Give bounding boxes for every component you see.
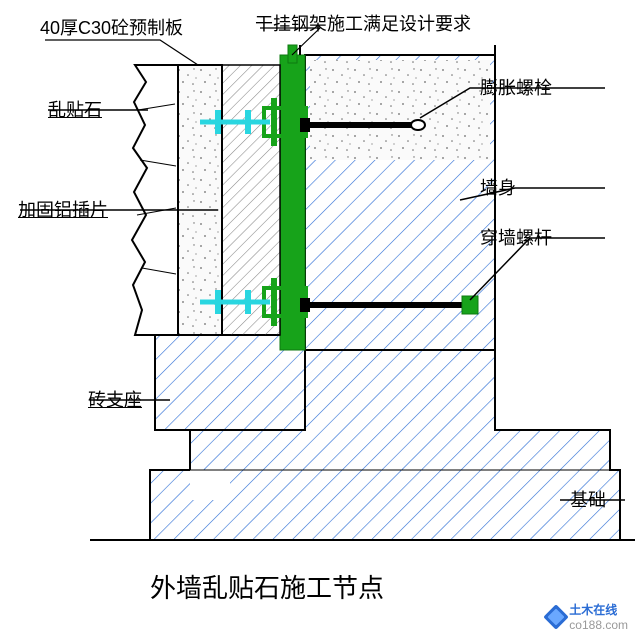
rubble-stone [132,65,178,335]
watermark-en: co188.com [569,618,628,632]
watermark-cn: 土木在线 [569,601,628,618]
label-through-bolt: 穿墙螺杆 [480,224,552,250]
label-foundation: 基础 [570,486,606,512]
label-brick-seat: 砖支座 [88,386,142,412]
watermark-logo-icon [544,604,569,629]
label-expansion-bolt: 膨胀螺栓 [480,74,552,100]
label-alu-insert: 加固铝插片 [18,196,108,222]
diagram-title: 外墙乱贴石施工节点 [150,568,384,605]
break-mark [300,45,495,55]
label-precast-panel: 40厚C30砼预制板 [40,14,183,40]
label-wall-body: 墙身 [480,174,516,200]
label-steel-frame-note: 干挂钢架施工满足设计要求 [255,10,471,36]
label-rubble-stone: 乱贴石 [48,96,102,122]
watermark: 土木在线 co188.com [547,601,628,632]
